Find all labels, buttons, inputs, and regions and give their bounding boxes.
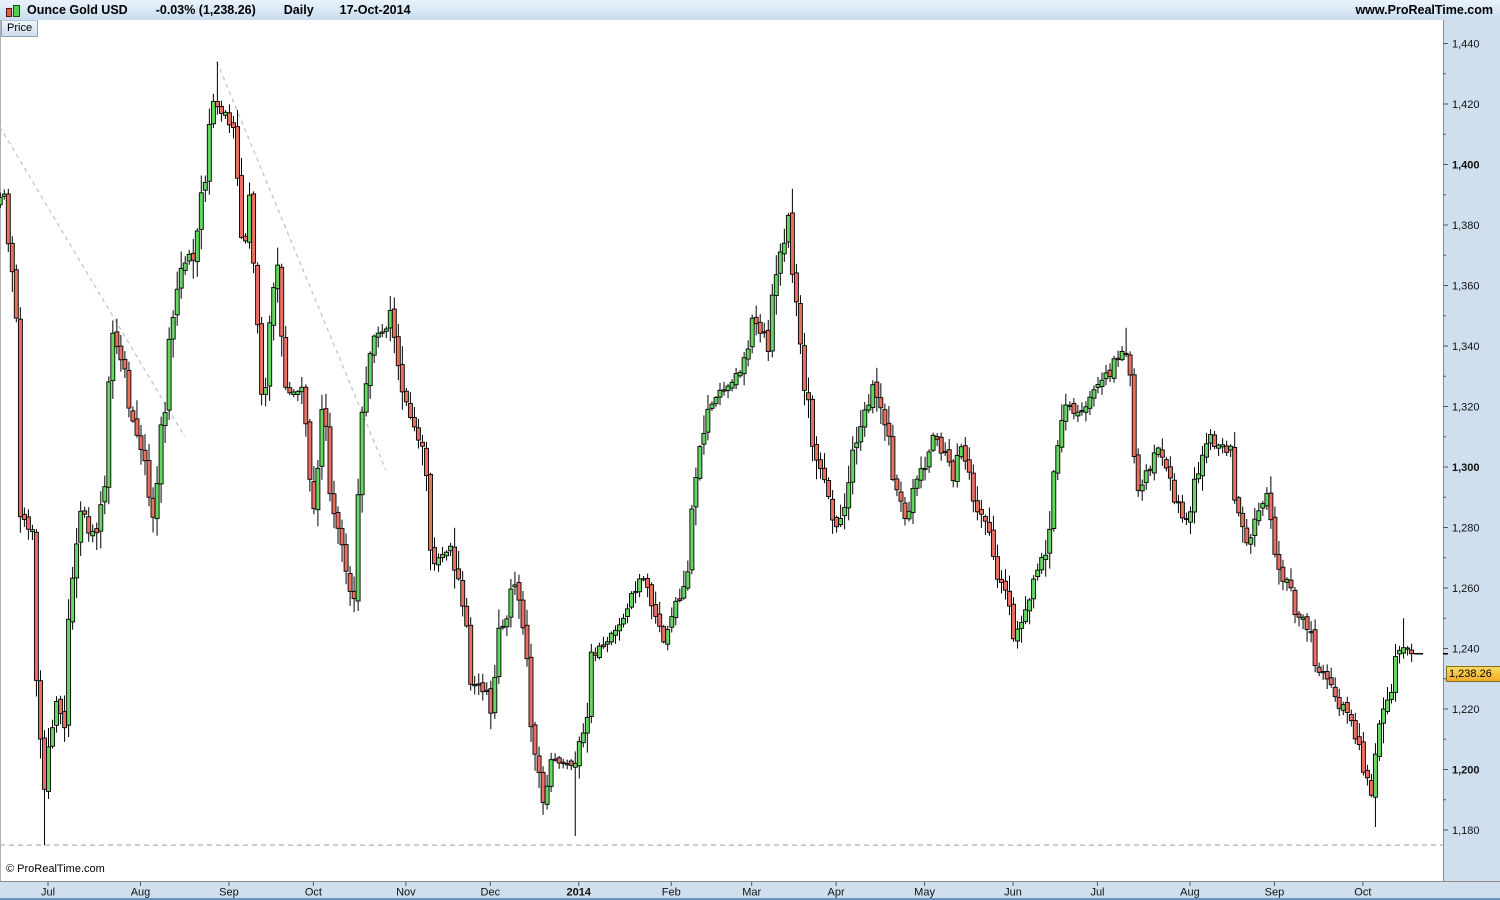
axis-label: Apr xyxy=(828,887,845,899)
timeframe-label: Daily xyxy=(283,3,314,17)
trend-line[interactable] xyxy=(0,113,186,438)
axis-label: 1,280 xyxy=(1452,522,1480,534)
axis-label: Feb xyxy=(662,887,681,899)
axis-label: Nov xyxy=(396,887,416,899)
price-tab-label: Price xyxy=(7,22,33,34)
axis-label: 1,240 xyxy=(1452,643,1480,655)
time-axis-pane[interactable] xyxy=(0,882,1500,900)
axis-label: 1,440 xyxy=(1452,38,1480,50)
axis-label: Jun xyxy=(1004,887,1022,899)
price-tab[interactable]: Price xyxy=(1,20,39,37)
axis-label: Oct xyxy=(305,887,322,899)
titlebar: Ounce Gold USD -0.03% (1,238.26) Daily 1… xyxy=(0,0,1500,21)
site-label: www.ProRealTime.com xyxy=(1355,3,1493,17)
axis-label: 1,200 xyxy=(1452,764,1480,776)
last-date-label: 17-Oct-2014 xyxy=(339,3,411,17)
price-axis-pane[interactable] xyxy=(1443,20,1500,882)
axis-label: Aug xyxy=(131,887,151,899)
axis-label: Sep xyxy=(1265,887,1285,899)
axis-label: Jul xyxy=(41,887,55,899)
candle-bodies xyxy=(0,100,1415,805)
axis-label: May xyxy=(914,887,935,899)
instrument-title: Ounce Gold USD xyxy=(27,3,128,17)
axis-label: Mar xyxy=(742,887,761,899)
axis-label: 1,180 xyxy=(1452,825,1480,837)
axis-label: Aug xyxy=(1180,887,1200,899)
axis-label: 1,260 xyxy=(1452,583,1480,595)
axis-label: Jul xyxy=(1090,887,1104,899)
axis-label: 2014 xyxy=(567,887,592,899)
trend-line[interactable] xyxy=(216,61,387,471)
candlestick-icon xyxy=(5,2,21,18)
copyright-note: © ProRealTime.com xyxy=(6,863,105,875)
axis-label: 1,340 xyxy=(1452,341,1480,353)
axis-label: 1,360 xyxy=(1452,280,1480,292)
candlestick-chart[interactable]: 1,180 1,200 1,220 1,240 1,260 1,280 1,300 1,320… xyxy=(0,20,1500,900)
axis-label: 1,420 xyxy=(1452,99,1480,111)
axis-label: 1,300 xyxy=(1452,462,1480,474)
axis-label: 1,220 xyxy=(1452,704,1480,716)
axis-label: 1,380 xyxy=(1452,220,1480,232)
axis-label: Oct xyxy=(1354,887,1371,899)
axis-label: Dec xyxy=(481,887,501,899)
last-price-tag: 1,238.26 xyxy=(1446,665,1500,682)
drawn-lines xyxy=(0,61,1443,846)
last-price-value: 1,238.26 xyxy=(1449,667,1492,680)
axis-label: 1,400 xyxy=(1452,159,1480,171)
change-percent: -0.03% (1,238.26) xyxy=(155,3,256,17)
axis-label: 1,320 xyxy=(1452,401,1480,413)
axis-label: Sep xyxy=(219,887,239,899)
